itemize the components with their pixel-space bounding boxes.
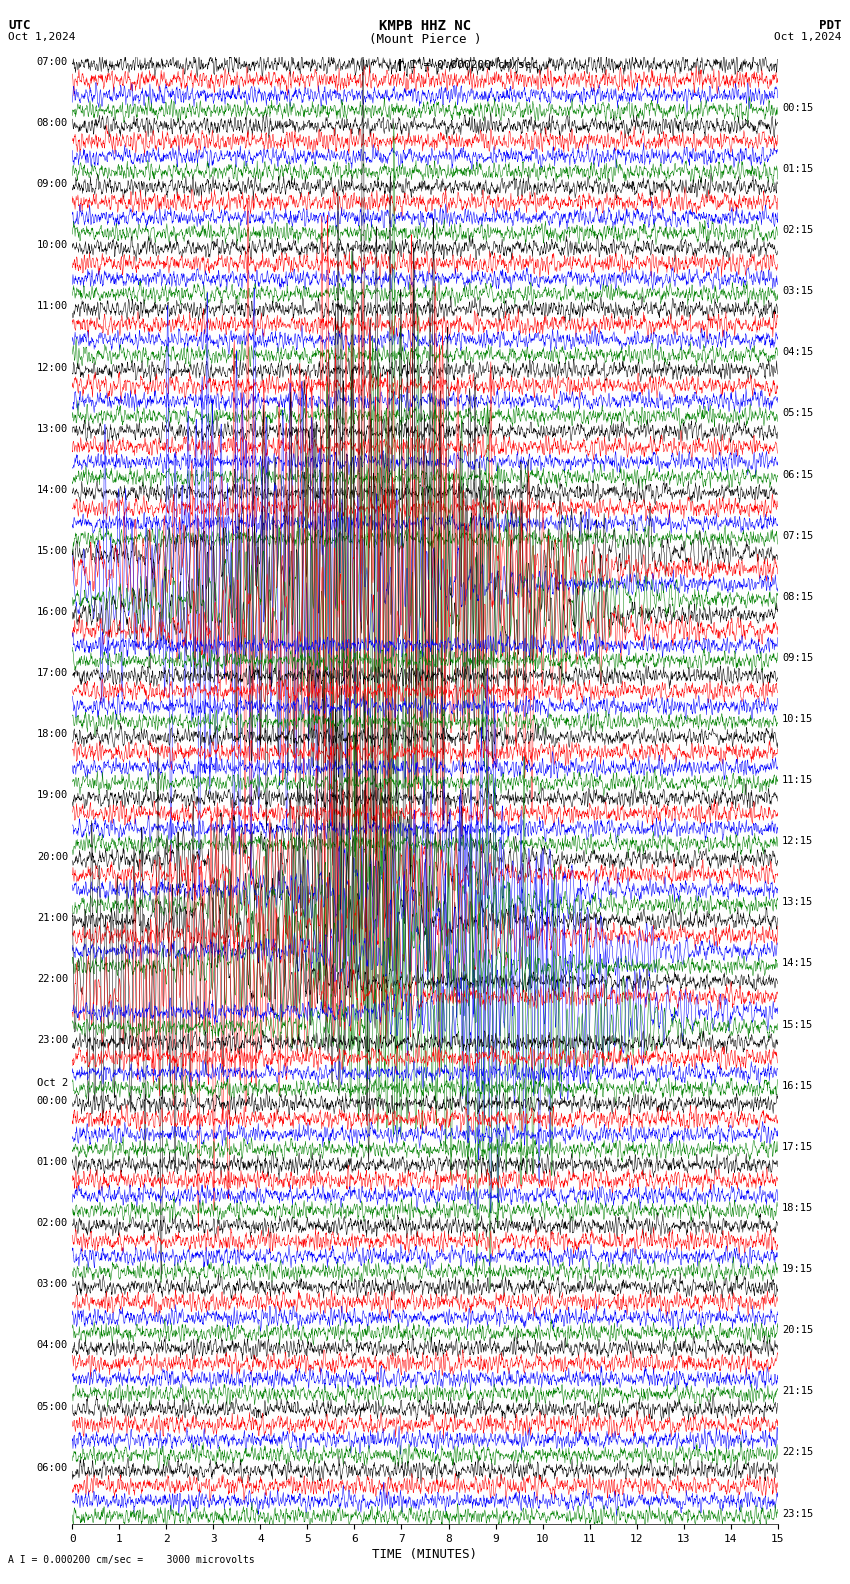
Text: 21:00: 21:00 <box>37 912 68 922</box>
Text: 17:00: 17:00 <box>37 668 68 678</box>
Text: 12:15: 12:15 <box>782 836 813 846</box>
Text: 16:00: 16:00 <box>37 607 68 618</box>
Text: 13:15: 13:15 <box>782 898 813 908</box>
Text: 11:00: 11:00 <box>37 301 68 312</box>
Text: 19:15: 19:15 <box>782 1264 813 1274</box>
Text: 01:00: 01:00 <box>37 1156 68 1167</box>
Text: 13:00: 13:00 <box>37 423 68 434</box>
Text: 07:15: 07:15 <box>782 531 813 540</box>
Text: 05:00: 05:00 <box>37 1402 68 1411</box>
Text: A I = 0.000200 cm/sec =    3000 microvolts: A I = 0.000200 cm/sec = 3000 microvolts <box>8 1555 255 1565</box>
Text: 18:00: 18:00 <box>37 729 68 740</box>
Text: 23:00: 23:00 <box>37 1034 68 1045</box>
Text: 15:00: 15:00 <box>37 546 68 556</box>
X-axis label: TIME (MINUTES): TIME (MINUTES) <box>372 1548 478 1560</box>
Text: 06:00: 06:00 <box>37 1462 68 1473</box>
Text: 15:15: 15:15 <box>782 1020 813 1030</box>
Text: 06:15: 06:15 <box>782 469 813 480</box>
Text: 18:15: 18:15 <box>782 1202 813 1213</box>
Text: 22:15: 22:15 <box>782 1448 813 1457</box>
Text: 10:15: 10:15 <box>782 714 813 724</box>
Text: 12:00: 12:00 <box>37 363 68 372</box>
Text: 23:15: 23:15 <box>782 1508 813 1519</box>
Text: 00:15: 00:15 <box>782 103 813 112</box>
Text: KMPB HHZ NC: KMPB HHZ NC <box>379 19 471 33</box>
Text: 20:00: 20:00 <box>37 852 68 862</box>
Text: 04:15: 04:15 <box>782 347 813 358</box>
Text: 09:00: 09:00 <box>37 179 68 188</box>
Text: 14:00: 14:00 <box>37 485 68 494</box>
Text: 02:00: 02:00 <box>37 1218 68 1228</box>
Text: 14:15: 14:15 <box>782 958 813 968</box>
Text: 08:15: 08:15 <box>782 592 813 602</box>
Text: 00:00: 00:00 <box>37 1096 68 1106</box>
Text: 16:15: 16:15 <box>782 1080 813 1091</box>
Text: 05:15: 05:15 <box>782 409 813 418</box>
Text: 20:15: 20:15 <box>782 1326 813 1335</box>
Text: 03:00: 03:00 <box>37 1280 68 1289</box>
Text: 22:00: 22:00 <box>37 974 68 984</box>
Text: 03:15: 03:15 <box>782 287 813 296</box>
Text: 01:15: 01:15 <box>782 165 813 174</box>
Text: 11:15: 11:15 <box>782 775 813 786</box>
Text: PDT: PDT <box>819 19 842 32</box>
Text: 09:15: 09:15 <box>782 653 813 664</box>
Text: UTC: UTC <box>8 19 31 32</box>
Text: (Mount Pierce ): (Mount Pierce ) <box>369 33 481 46</box>
Text: 04:00: 04:00 <box>37 1340 68 1351</box>
Text: 02:15: 02:15 <box>782 225 813 234</box>
Text: 21:15: 21:15 <box>782 1386 813 1397</box>
Text: Oct 2: Oct 2 <box>37 1079 68 1088</box>
Text: 10:00: 10:00 <box>37 241 68 250</box>
Text: 07:00: 07:00 <box>37 57 68 67</box>
Text: 17:15: 17:15 <box>782 1142 813 1152</box>
Text: 08:00: 08:00 <box>37 119 68 128</box>
Text: Oct 1,2024: Oct 1,2024 <box>774 32 842 41</box>
Text: I = 0.000200 cm/sec: I = 0.000200 cm/sec <box>410 60 538 70</box>
Text: Oct 1,2024: Oct 1,2024 <box>8 32 76 41</box>
Text: 19:00: 19:00 <box>37 790 68 800</box>
